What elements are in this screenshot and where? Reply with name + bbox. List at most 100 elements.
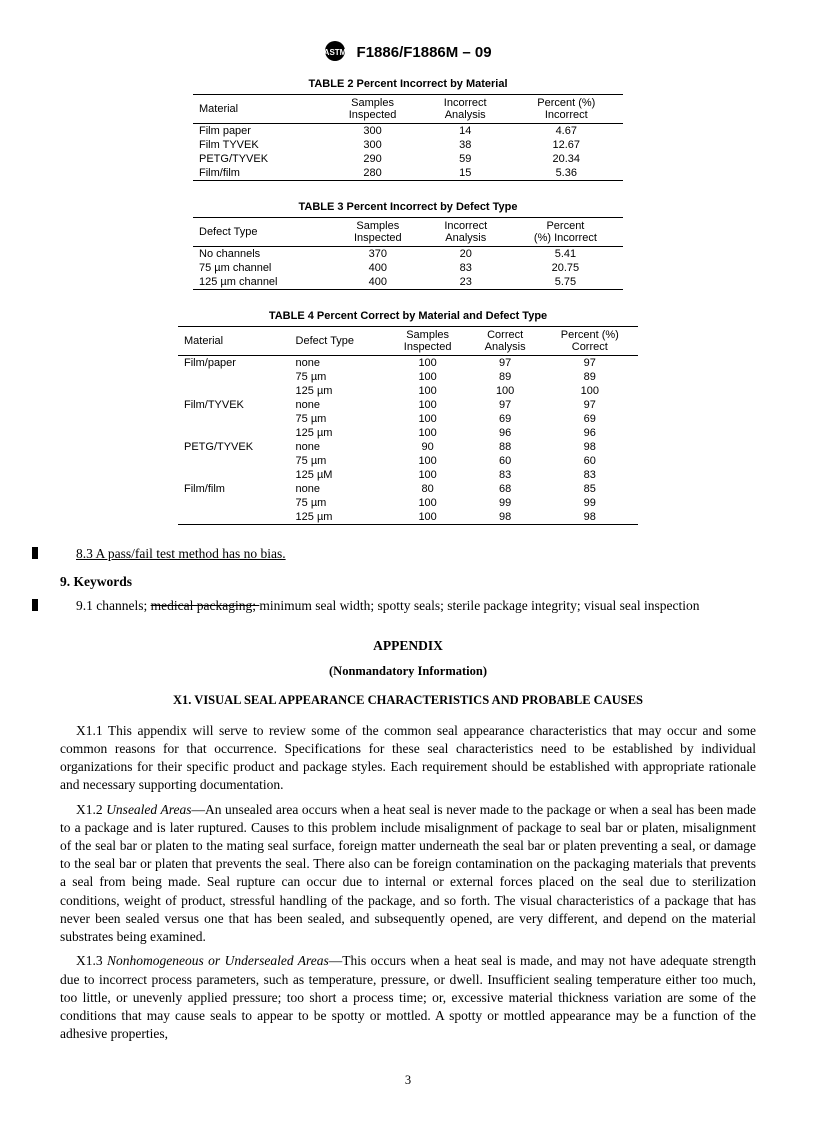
table-cell: 98 <box>542 510 638 525</box>
table-row: Film/filmnone806885 <box>178 482 638 496</box>
table-cell: 290 <box>324 152 421 166</box>
table-cell: 100 <box>387 454 469 468</box>
x1-3-lead: X1.3 <box>76 953 107 968</box>
table-cell <box>178 496 290 510</box>
table-row: 125 µM1008383 <box>178 468 638 482</box>
table-cell: 20 <box>424 247 508 262</box>
table-cell: 69 <box>542 412 638 426</box>
table-cell: 100 <box>387 426 469 440</box>
table-row: 75 µm1006969 <box>178 412 638 426</box>
table-cell: 125 µm <box>290 384 387 398</box>
table-cell: Film/paper <box>178 356 290 371</box>
table-cell: 20.75 <box>508 261 623 275</box>
table-cell: 88 <box>469 440 542 454</box>
table-cell: none <box>290 440 387 454</box>
table-cell: Film TYVEK <box>193 138 324 152</box>
table-cell: 400 <box>332 261 424 275</box>
table-row: Film/TYVEKnone1009797 <box>178 398 638 412</box>
table-row: PETG/TYVEK2905920.34 <box>193 152 623 166</box>
table-header-cell: Defect Type <box>290 327 387 356</box>
table-row: Film TYVEK3003812.67 <box>193 138 623 152</box>
table-header-cell: Percent(%) Incorrect <box>508 218 623 247</box>
table-cell: 99 <box>542 496 638 510</box>
table-header-cell: Percent (%)Incorrect <box>510 95 623 124</box>
table-cell: 83 <box>424 261 508 275</box>
x1-3-em: Nonhomogeneous or Undersealed Areas <box>107 953 329 968</box>
table-header-cell: Material <box>178 327 290 356</box>
table-cell: 5.41 <box>508 247 623 262</box>
x1-1: X1.1 This appendix will serve to review … <box>60 722 756 795</box>
table-header-cell: IncorrectAnalysis <box>421 95 510 124</box>
table-cell: 125 µm <box>290 426 387 440</box>
table-cell <box>178 510 290 525</box>
table-cell: 125 µm <box>290 510 387 525</box>
table-row: Film paper300144.67 <box>193 124 623 139</box>
table-3-header-row: Defect TypeSamplesInspectedIncorrectAnal… <box>193 218 623 247</box>
table-cell: 83 <box>542 468 638 482</box>
document-header: ASTM F1886/F1886M – 09 <box>60 40 756 66</box>
x1-2-em: Unsealed Areas <box>106 802 191 817</box>
x1-2: X1.2 Unsealed Areas—An unsealed area occ… <box>60 801 756 947</box>
table-cell: 75 µm <box>290 496 387 510</box>
table-cell: 100 <box>387 510 469 525</box>
page-number: 3 <box>60 1073 756 1088</box>
table-4-header-row: MaterialDefect TypeSamplesInspectedCorre… <box>178 327 638 356</box>
table-cell: 96 <box>542 426 638 440</box>
table-cell: 100 <box>387 384 469 398</box>
table-cell: 23 <box>424 275 508 290</box>
table-row: 125 µm100100100 <box>178 384 638 398</box>
table-cell: No channels <box>193 247 332 262</box>
table-cell: 100 <box>469 384 542 398</box>
table-cell: 98 <box>542 440 638 454</box>
table-cell: 97 <box>469 398 542 412</box>
table-cell: 38 <box>421 138 510 152</box>
appendix-heading: APPENDIX <box>60 638 756 654</box>
table-cell: Film/film <box>193 166 324 181</box>
table-row: Film/film280155.36 <box>193 166 623 181</box>
s9-1-strike: medical packaging; <box>151 598 260 613</box>
table-cell: 4.67 <box>510 124 623 139</box>
table-header-cell: Percent (%)Correct <box>542 327 638 356</box>
table-4-title: TABLE 4 Percent Correct by Material and … <box>178 310 638 322</box>
table-cell: 100 <box>387 412 469 426</box>
table-cell: PETG/TYVEK <box>193 152 324 166</box>
table-cell: 75 µm <box>290 412 387 426</box>
table-cell: 75 µm channel <box>193 261 332 275</box>
table-cell: 100 <box>542 384 638 398</box>
table-cell: 125 µM <box>290 468 387 482</box>
table-cell: 300 <box>324 138 421 152</box>
table-cell: 14 <box>421 124 510 139</box>
table-3-title: TABLE 3 Percent Incorrect by Defect Type <box>193 201 623 213</box>
table-cell: 100 <box>387 398 469 412</box>
table-cell: 125 µm channel <box>193 275 332 290</box>
s9-1-b: minimum seal width; spotty seals; steril… <box>259 598 699 613</box>
table-cell: none <box>290 398 387 412</box>
table-header-cell: SamplesInspected <box>332 218 424 247</box>
table-cell: 5.36 <box>510 166 623 181</box>
table-header-cell: Material <box>193 95 324 124</box>
x1-title: X1. VISUAL SEAL APPEARANCE CHARACTERISTI… <box>60 693 756 708</box>
table-cell: 15 <box>421 166 510 181</box>
table-cell: 99 <box>469 496 542 510</box>
table-cell: 300 <box>324 124 421 139</box>
table-cell: 370 <box>332 247 424 262</box>
table-cell: 97 <box>469 356 542 371</box>
table-cell: 60 <box>542 454 638 468</box>
table-cell: 20.34 <box>510 152 623 166</box>
table-cell: 80 <box>387 482 469 496</box>
x1-2-lead: X1.2 <box>76 802 106 817</box>
table-2-header-row: MaterialSamplesInspectedIncorrectAnalysi… <box>193 95 623 124</box>
table-row: 125 µm channel400235.75 <box>193 275 623 290</box>
table-row: No channels370205.41 <box>193 247 623 262</box>
svg-text:ASTM: ASTM <box>324 48 346 57</box>
section-8-3: 8.3 A pass/fail test method has no bias. <box>60 545 756 563</box>
table-row: 75 µm1008989 <box>178 370 638 384</box>
table-cell: 100 <box>387 468 469 482</box>
section-9-heading: 9. Keywords <box>60 573 756 591</box>
table-cell <box>178 454 290 468</box>
table-cell: 89 <box>542 370 638 384</box>
table-cell <box>178 384 290 398</box>
table-row: 125 µm1009898 <box>178 510 638 525</box>
table-cell: 69 <box>469 412 542 426</box>
table-cell: 12.67 <box>510 138 623 152</box>
